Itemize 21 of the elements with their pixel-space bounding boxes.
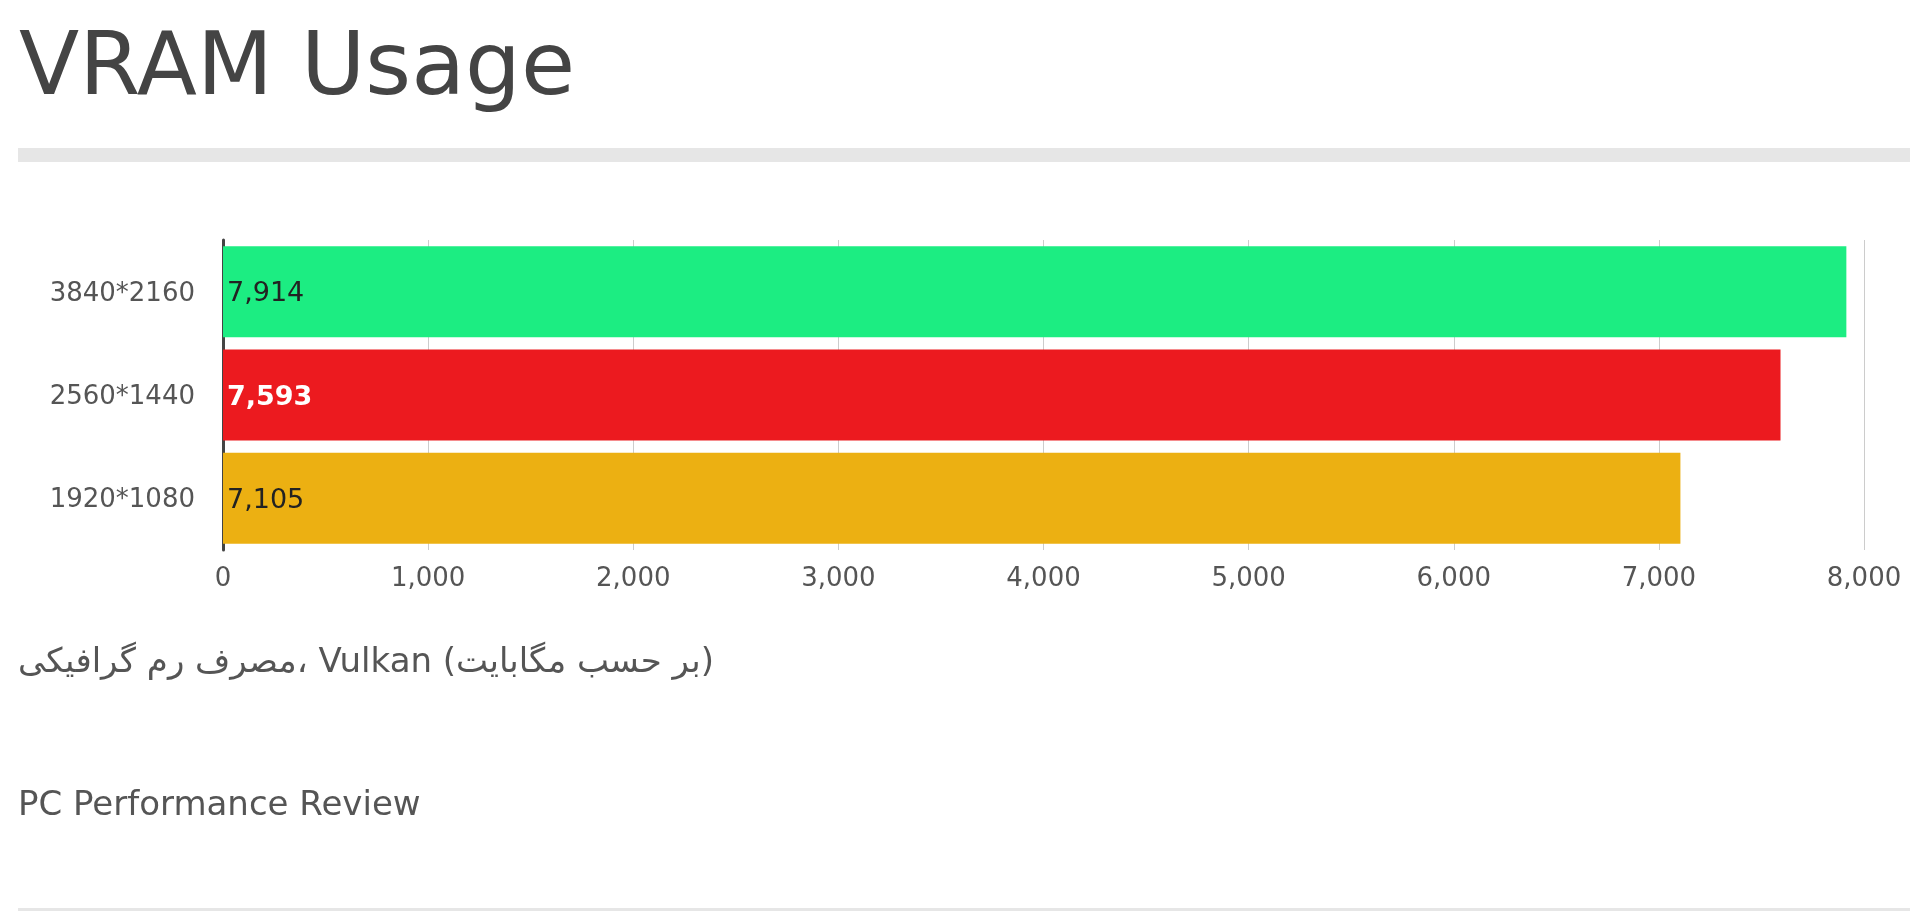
x-tick-label: 4,000: [1006, 562, 1081, 592]
text: PC Performance Review: [18, 783, 421, 823]
x-tick-label: 6,000: [1416, 562, 1491, 592]
x-tick-label: 2,000: [596, 562, 671, 592]
data-label: 7,105: [227, 482, 305, 514]
y-tick-label: 1920*1080: [49, 483, 195, 514]
text: مصرف رم گرافیکی، Vulkan (بر حسب مگابایت): [18, 640, 714, 681]
bar: [223, 246, 1847, 338]
data-label: 7,914: [227, 276, 305, 308]
x-tick-label: 5,000: [1211, 562, 1286, 592]
chart-title: VRAM Usage: [19, 11, 576, 115]
x-tick-label: 0: [214, 562, 232, 592]
x-tick-label: 8,000: [1826, 562, 1902, 592]
x-tick-label: 1,000: [390, 562, 466, 592]
bar: [223, 452, 1681, 544]
x-tick-label: 7,000: [1621, 562, 1697, 592]
y-tick-label: 2560*1440: [49, 380, 195, 410]
bar: [223, 349, 1781, 441]
y-tick-label: 3840*2160: [49, 276, 195, 307]
x-tick-label: 3,000: [801, 562, 876, 592]
data-label: 7,593: [227, 379, 313, 411]
